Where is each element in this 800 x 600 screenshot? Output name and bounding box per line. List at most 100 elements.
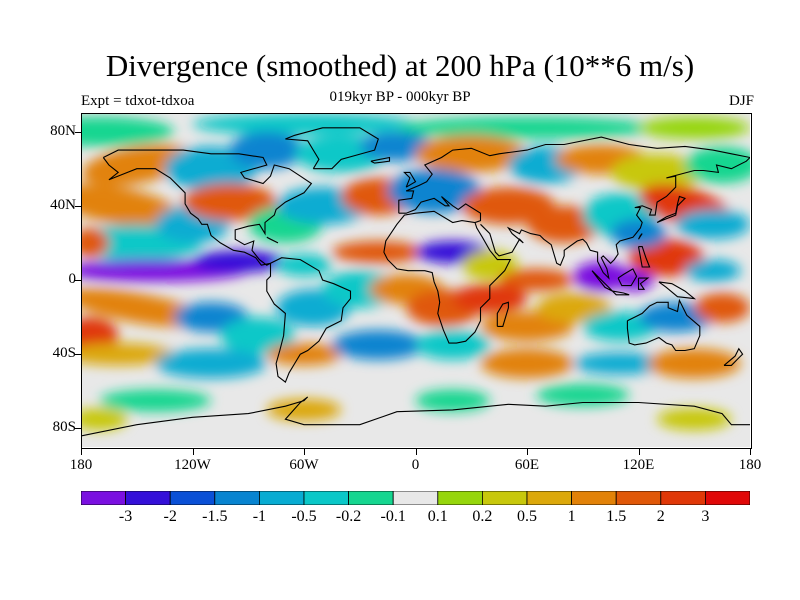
field-region: [81, 184, 183, 228]
colorbar-label: -1.5: [202, 508, 228, 525]
coastline: [658, 281, 697, 300]
colorbar-swatch: [392, 490, 439, 506]
field-region: [499, 268, 574, 292]
coastline: [285, 127, 379, 170]
field-region: [415, 135, 527, 173]
field-region: [461, 187, 555, 225]
coastline: [656, 195, 687, 224]
coastline: [612, 290, 630, 296]
y-tick: [75, 354, 81, 356]
chart-subtitle: 019kyr BP - 000kyr BP: [329, 89, 471, 105]
colorbar-swatch: [214, 490, 260, 506]
colorbar-label: 0.1: [427, 508, 448, 525]
colorbar-label: 1.5: [606, 508, 627, 525]
colorbar-label: -2: [163, 508, 177, 525]
field-region: [647, 348, 741, 379]
experiment-label: Expt = tdxot-tdxoa: [81, 93, 195, 109]
x-tick: [638, 449, 640, 455]
field-region: [461, 250, 518, 280]
field-region: [155, 348, 267, 379]
x-tick-label: 180: [69, 457, 93, 473]
colorbar-swatch: [437, 490, 483, 506]
x-tick-label: 60E: [514, 457, 540, 473]
field-region: [81, 228, 109, 258]
field-region: [266, 398, 342, 422]
x-tick-label: 60W: [289, 457, 319, 473]
field-region: [536, 383, 630, 407]
y-tick: [75, 280, 81, 281]
x-tick: [81, 449, 82, 455]
x-tick: [192, 449, 194, 455]
colorbar-swatch: [615, 490, 662, 506]
field-region: [480, 348, 574, 379]
coastline: [403, 171, 417, 188]
colorbar-swatch: [660, 490, 706, 506]
colorbar-label: -0.1: [380, 508, 406, 525]
divergence-map: [81, 113, 750, 447]
colorbar-label: 0.2: [472, 508, 493, 525]
coastline: [723, 347, 744, 366]
coastline: [266, 236, 279, 244]
field-region: [396, 116, 658, 139]
coastline: [398, 136, 750, 214]
colorbar-label: 3: [701, 508, 710, 525]
coastline: [102, 149, 313, 266]
coastline: [383, 196, 512, 344]
colorbar-swatch: [169, 490, 216, 506]
y-tick-label: 40N: [50, 196, 76, 213]
map-plot: [81, 113, 752, 449]
x-tick-label: 120E: [622, 457, 655, 473]
coastline: [496, 301, 509, 327]
coastline: [370, 156, 391, 164]
field-region: [81, 288, 210, 328]
colorbar-swatch: [80, 490, 126, 506]
season-label: DJF: [728, 93, 754, 109]
coastline: [617, 268, 638, 287]
y-tick-label: 80N: [50, 122, 76, 139]
field-region: [675, 209, 750, 240]
colorbar: [80, 490, 751, 506]
coastline: [637, 246, 651, 268]
coastline: [638, 233, 643, 240]
coastline: [266, 257, 352, 383]
colorbar-label: 2: [656, 508, 665, 525]
colorbar-swatch: [705, 490, 751, 506]
field-region: [415, 389, 490, 412]
field-region: [638, 302, 713, 332]
field-region: [331, 241, 425, 264]
colorbar-label: -0.2: [335, 508, 362, 525]
coastline: [81, 396, 750, 437]
field-region: [81, 343, 174, 366]
field-region: [220, 317, 295, 355]
field-region: [573, 261, 630, 292]
colorbar-swatch: [258, 490, 305, 506]
field-region: [582, 311, 658, 342]
field-region: [183, 183, 277, 221]
coastline: [626, 298, 701, 352]
field-region: [573, 352, 667, 375]
field-region: [694, 292, 750, 323]
field-region: [536, 292, 611, 323]
x-tick: [750, 449, 751, 455]
field-region: [266, 343, 342, 366]
field-region: [81, 408, 128, 431]
field-region: [657, 408, 732, 431]
colorbar-label: -3: [118, 508, 133, 525]
colorbar-swatch: [481, 490, 528, 506]
colorbar-label: -1: [252, 508, 267, 525]
y-tick-label: 40S: [52, 345, 76, 362]
field-region: [81, 116, 174, 147]
coastline: [637, 277, 650, 290]
field-region: [638, 116, 750, 139]
field-region: [229, 131, 304, 169]
colorbar-label: -0.5: [291, 508, 317, 525]
colorbar-swatch: [348, 490, 394, 506]
x-tick-label: 180: [738, 457, 762, 473]
field-region: [192, 250, 286, 273]
field-region: [684, 259, 741, 282]
field-region: [387, 168, 481, 214]
coastline: [480, 157, 750, 280]
field-region: [610, 218, 667, 249]
x-tick-label: 120W: [174, 457, 211, 473]
field-region: [276, 254, 332, 277]
